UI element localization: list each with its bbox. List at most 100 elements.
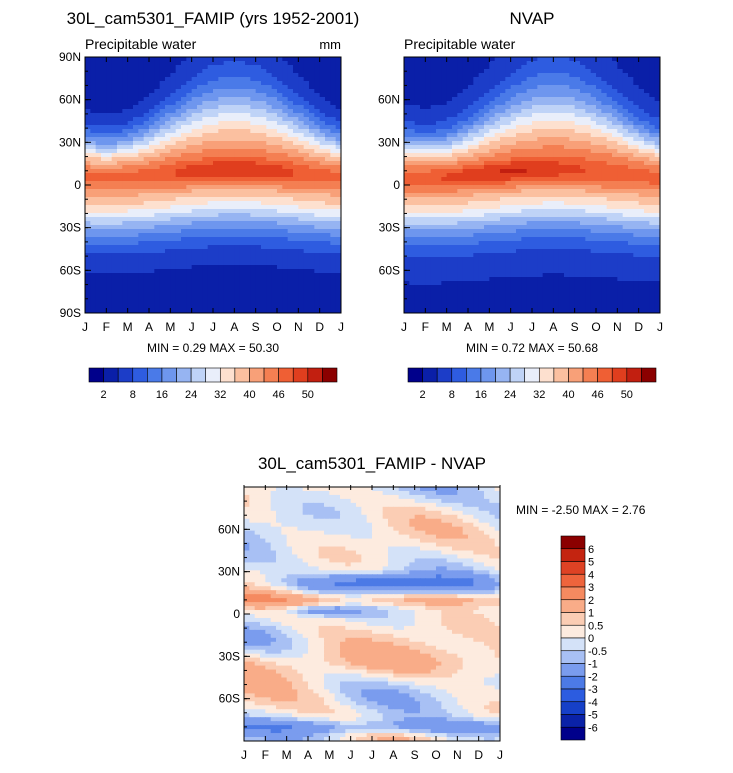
- heat-cell: [181, 61, 187, 66]
- heat-cell: [255, 125, 262, 130]
- heat-cell: [255, 197, 262, 202]
- heat-cell: [457, 117, 464, 122]
- heat-cell: [462, 73, 469, 78]
- heat-cell: [90, 181, 97, 186]
- heat-cell: [143, 253, 150, 258]
- heat-cell: [85, 101, 91, 106]
- heat-cell: [90, 185, 97, 190]
- heat-cell: [127, 277, 134, 282]
- heat-cell: [314, 113, 321, 118]
- heat-cell: [644, 133, 650, 138]
- heat-cell: [489, 173, 496, 178]
- heat-cell: [234, 201, 241, 206]
- heat-cell: [106, 61, 113, 66]
- heat-cell: [261, 73, 267, 78]
- heat-cell: [175, 81, 182, 86]
- heat-cell: [622, 205, 629, 210]
- heat-cell: [473, 197, 480, 202]
- heat-cell: [106, 73, 113, 78]
- heat-cell: [335, 205, 341, 210]
- heat-cell: [138, 153, 145, 158]
- heat-cell: [430, 157, 437, 162]
- heat-cell: [202, 201, 209, 206]
- heat-cell: [526, 121, 533, 126]
- heat-cell: [521, 197, 528, 202]
- heat-cell: [309, 217, 315, 222]
- heat-cell: [325, 129, 331, 134]
- heat-cell: [159, 245, 166, 250]
- heat-cell: [175, 157, 182, 162]
- heat-cell: [335, 129, 341, 134]
- heat-cell: [175, 97, 182, 102]
- heat-cell: [229, 153, 235, 158]
- heat-cell: [452, 169, 458, 174]
- heat-cell: [309, 205, 315, 210]
- heat-cell: [500, 113, 506, 118]
- heat-cell: [261, 265, 267, 270]
- heat-cell: [277, 105, 283, 110]
- heat-cell: [537, 173, 544, 178]
- heat-cell: [143, 193, 150, 198]
- heat-cell: [622, 161, 629, 166]
- heat-cell: [245, 277, 251, 282]
- heat-cell: [133, 69, 139, 74]
- heat-cell: [473, 157, 480, 162]
- heat-cell: [202, 149, 209, 154]
- heat-cell: [170, 197, 177, 202]
- heat-cell: [239, 281, 246, 286]
- heat-cell: [457, 137, 464, 142]
- heat-cell: [117, 125, 123, 130]
- heat-cell: [213, 245, 219, 250]
- heat-cell: [489, 161, 496, 166]
- heat-cell: [202, 77, 209, 82]
- heat-cell: [175, 213, 182, 218]
- heat-cell: [202, 65, 209, 70]
- heat-cell: [159, 125, 166, 130]
- heat-cell: [649, 129, 656, 134]
- heat-cell: [478, 101, 485, 106]
- heat-cell: [425, 77, 432, 82]
- heat-cell: [303, 97, 310, 102]
- heat-cell: [425, 153, 432, 158]
- heat-cell: [462, 93, 469, 98]
- heat-cell: [170, 153, 177, 158]
- heat-cell: [266, 73, 273, 78]
- heat-cell: [633, 117, 640, 122]
- heat-cell: [596, 193, 602, 198]
- heat-cell: [90, 309, 97, 313]
- heat-cell: [106, 233, 113, 238]
- heat-cell: [601, 89, 608, 94]
- heat-cell: [85, 257, 91, 262]
- heat-cell: [207, 245, 214, 250]
- heat-cell: [101, 181, 107, 186]
- heat-cell: [420, 165, 426, 170]
- heat-cell: [181, 257, 187, 262]
- heat-cell: [314, 285, 321, 290]
- heat-cell: [213, 305, 219, 310]
- x-tick-label: J: [338, 320, 344, 334]
- heat-cell: [202, 269, 209, 274]
- heat-cell: [430, 193, 437, 198]
- heat-cell: [654, 101, 660, 106]
- heat-cell: [606, 149, 613, 154]
- heat-cell: [165, 165, 171, 170]
- heat-cell: [462, 81, 469, 86]
- heat-cell: [117, 253, 123, 258]
- heat-cell: [133, 205, 139, 210]
- heat-cell: [542, 149, 549, 154]
- heat-cell: [293, 141, 299, 146]
- heat-cell: [436, 109, 442, 114]
- heat-cell: [159, 269, 166, 274]
- heat-cell: [617, 65, 624, 70]
- heat-cell: [277, 141, 283, 146]
- heat-cell: [170, 133, 177, 138]
- heat-cell: [319, 101, 326, 106]
- heat-cell: [277, 233, 283, 238]
- heat-cell: [564, 129, 570, 134]
- heat-cell: [117, 133, 123, 138]
- heat-cell: [154, 257, 161, 262]
- heat-cell: [138, 281, 145, 286]
- heat-cell: [644, 153, 650, 158]
- heat-cell: [548, 181, 554, 186]
- heat-cell: [569, 161, 576, 166]
